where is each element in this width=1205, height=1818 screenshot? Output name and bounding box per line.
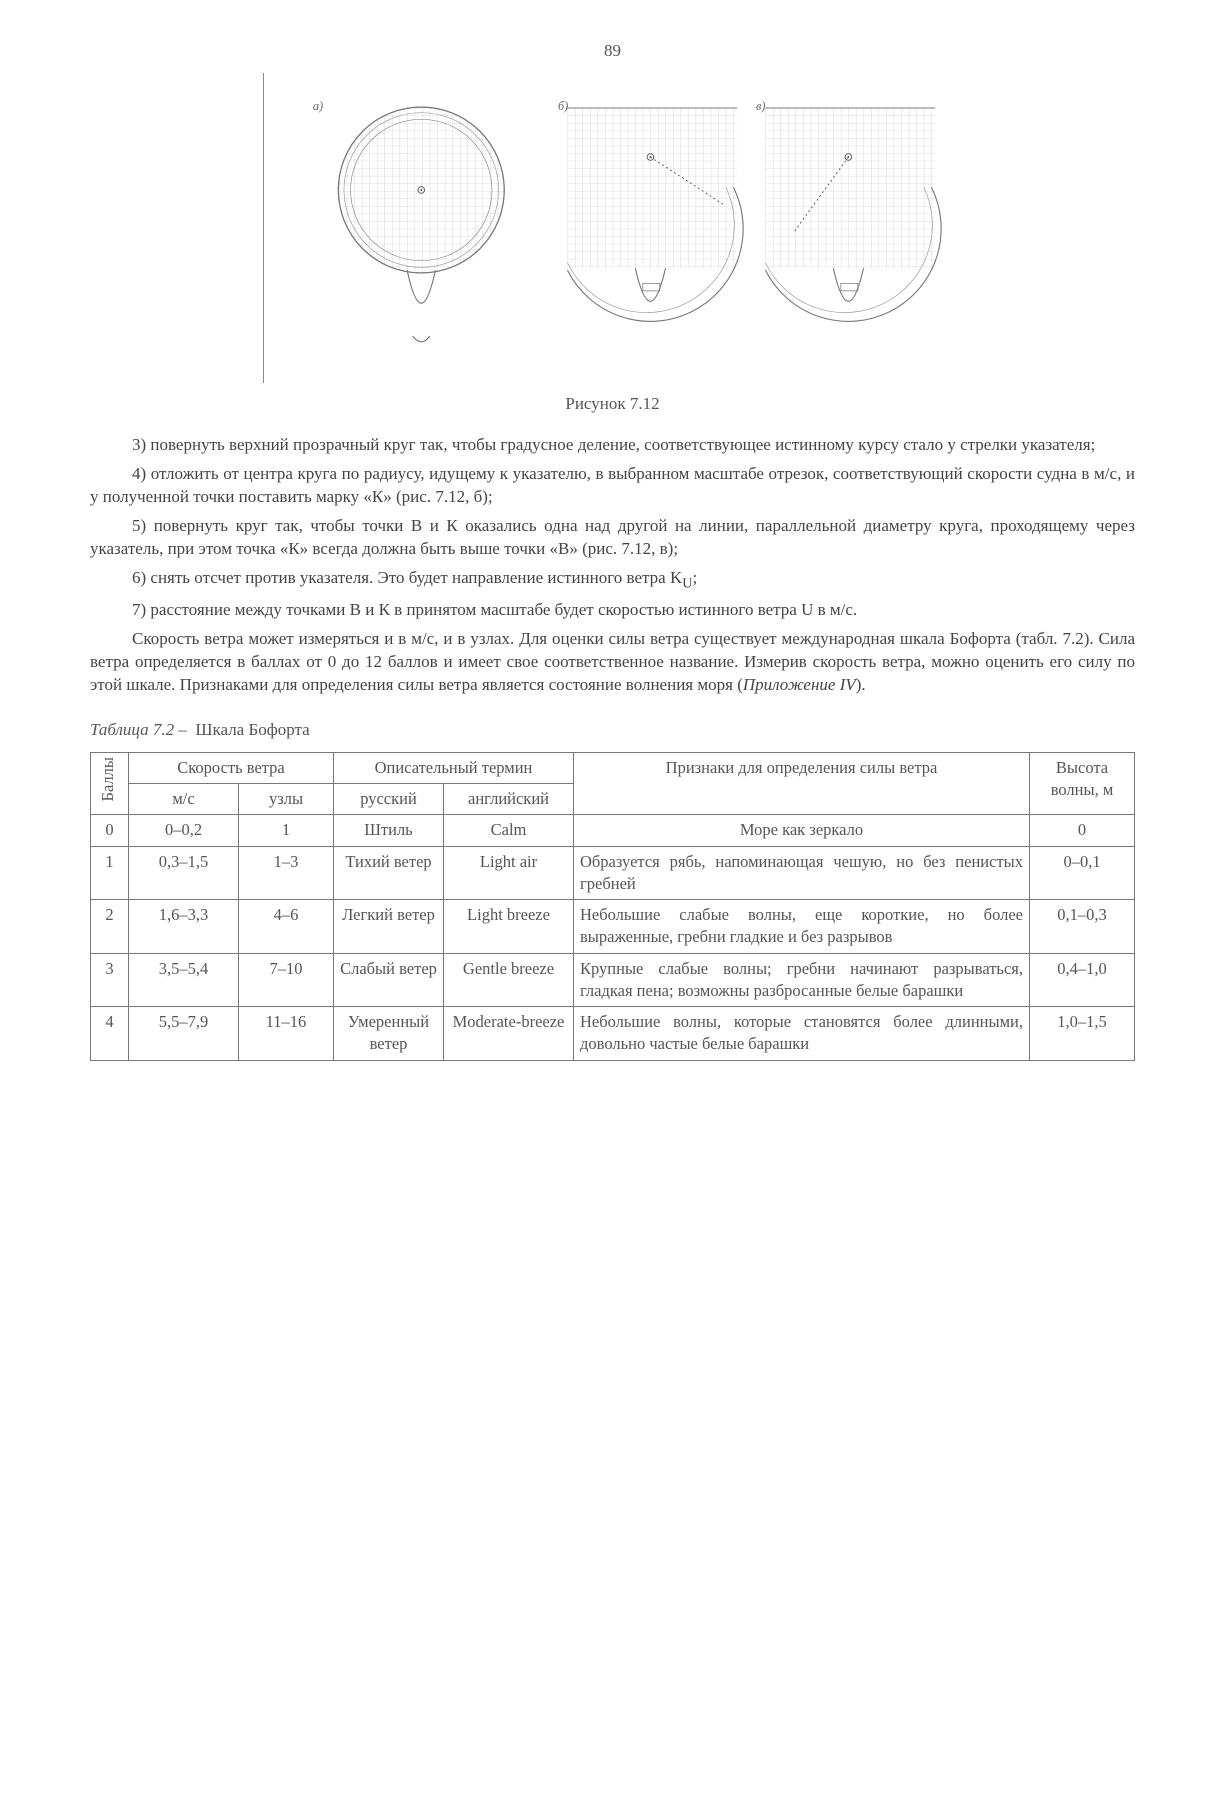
th-speed-group: Скорость ветра	[129, 752, 334, 783]
cell-knots: 4–6	[239, 900, 334, 954]
cell-ru: Умеренный ветер	[334, 1007, 444, 1061]
table-row: 33,5–5,47–10Слабый ветерGentle breezeКру…	[91, 953, 1135, 1007]
cell-desc: Образуется рябь, напоминающая чешую, но …	[574, 846, 1030, 900]
para-7: 7) расстояние между точками В и К в прин…	[90, 599, 1135, 622]
page-number: 89	[90, 40, 1135, 63]
cell-wave: 1,0–1,5	[1030, 1007, 1135, 1061]
cell-wave: 0	[1030, 815, 1135, 846]
cell-desc: Небольшие слабые волны, еще короткие, но…	[574, 900, 1030, 954]
th-knots: узлы	[239, 784, 334, 815]
para-3: 3) повернуть верхний прозрачный круг так…	[90, 434, 1135, 457]
cell-knots: 1–3	[239, 846, 334, 900]
cell-en: Light air	[444, 846, 574, 900]
cell-ms: 0,3–1,5	[129, 846, 239, 900]
cell-knots: 7–10	[239, 953, 334, 1007]
para-6-main: 6) снять отсчет против указателя. Это бу…	[132, 568, 682, 587]
cell-wave: 0,1–0,3	[1030, 900, 1135, 954]
cell-desc: Море как зеркало	[574, 815, 1030, 846]
para-4: 4) отложить от центра круга по радиусу, …	[90, 463, 1135, 509]
cell-ball: 3	[91, 953, 129, 1007]
cell-ru: Слабый ветер	[334, 953, 444, 1007]
beaufort-table: Баллы Скорость ветра Описательный термин…	[90, 752, 1135, 1061]
cell-ru: Штиль	[334, 815, 444, 846]
cell-ball: 1	[91, 846, 129, 900]
cell-knots: 11–16	[239, 1007, 334, 1061]
figure-7-12: а) б)	[263, 73, 963, 383]
figure-caption: Рисунок 7.12	[90, 393, 1135, 416]
th-balls: Баллы	[91, 752, 129, 815]
th-en: английский	[444, 784, 574, 815]
beaufort-tbody: 00–0,21ШтильCalmМоре как зеркало010,3–1,…	[91, 815, 1135, 1060]
cell-ms: 0–0,2	[129, 815, 239, 846]
cell-ru: Тихий ветер	[334, 846, 444, 900]
cell-ms: 5,5–7,9	[129, 1007, 239, 1061]
cell-ms: 1,6–3,3	[129, 900, 239, 954]
cell-desc: Крупные слабые волны; гребни начинают ра…	[574, 953, 1030, 1007]
th-ru: русский	[334, 784, 444, 815]
table-row: 45,5–7,911–16Умеренный ветерModerate-bre…	[91, 1007, 1135, 1061]
cell-ball: 4	[91, 1007, 129, 1061]
table-caption: Таблица 7.2 – Шкала Бофорта	[90, 719, 1135, 742]
para-5: 5) повернуть круг так, чтобы точки В и К…	[90, 515, 1135, 561]
para-8a: Скорость ветра может измеряться и в м/с,…	[90, 629, 1135, 694]
cell-wave: 0,4–1,0	[1030, 953, 1135, 1007]
figure-svg: а) б)	[294, 73, 954, 373]
table-caption-label: Таблица 7.2 –	[90, 720, 187, 739]
para-6-sub: U	[682, 575, 692, 591]
panel-b-label: б)	[558, 99, 568, 113]
cell-en: Light breeze	[444, 900, 574, 954]
table-caption-title: Шкала Бофорта	[195, 720, 309, 739]
cell-en: Calm	[444, 815, 574, 846]
para-8: Скорость ветра может измеряться и в м/с,…	[90, 628, 1135, 697]
cell-ball: 0	[91, 815, 129, 846]
table-row: 21,6–3,34–6Легкий ветерLight breezeНебол…	[91, 900, 1135, 954]
cell-en: Moderate-breeze	[444, 1007, 574, 1061]
para-6: 6) снять отсчет против указателя. Это бу…	[90, 567, 1135, 594]
th-ms: м/с	[129, 784, 239, 815]
table-row: 10,3–1,51–3Тихий ветерLight airОбразуетс…	[91, 846, 1135, 900]
table-row: 00–0,21ШтильCalmМоре как зеркало0	[91, 815, 1135, 846]
th-wave: Высота волны, м	[1030, 752, 1135, 815]
para-6-tail: ;	[692, 568, 697, 587]
cell-ru: Легкий ветер	[334, 900, 444, 954]
cell-knots: 1	[239, 815, 334, 846]
th-signs: Признаки для определения силы ветра	[574, 752, 1030, 815]
cell-ball: 2	[91, 900, 129, 954]
panel-a-label: а)	[312, 99, 322, 113]
cell-en: Gentle breeze	[444, 953, 574, 1007]
cell-ms: 3,5–5,4	[129, 953, 239, 1007]
cell-desc: Небольшие волны, которые становятся боле…	[574, 1007, 1030, 1061]
cell-wave: 0–0,1	[1030, 846, 1135, 900]
para-8-appendix: Приложение IV	[743, 675, 856, 694]
th-term-group: Описательный термин	[334, 752, 574, 783]
para-8b: ).	[856, 675, 866, 694]
panel-v-label: в)	[756, 99, 765, 113]
